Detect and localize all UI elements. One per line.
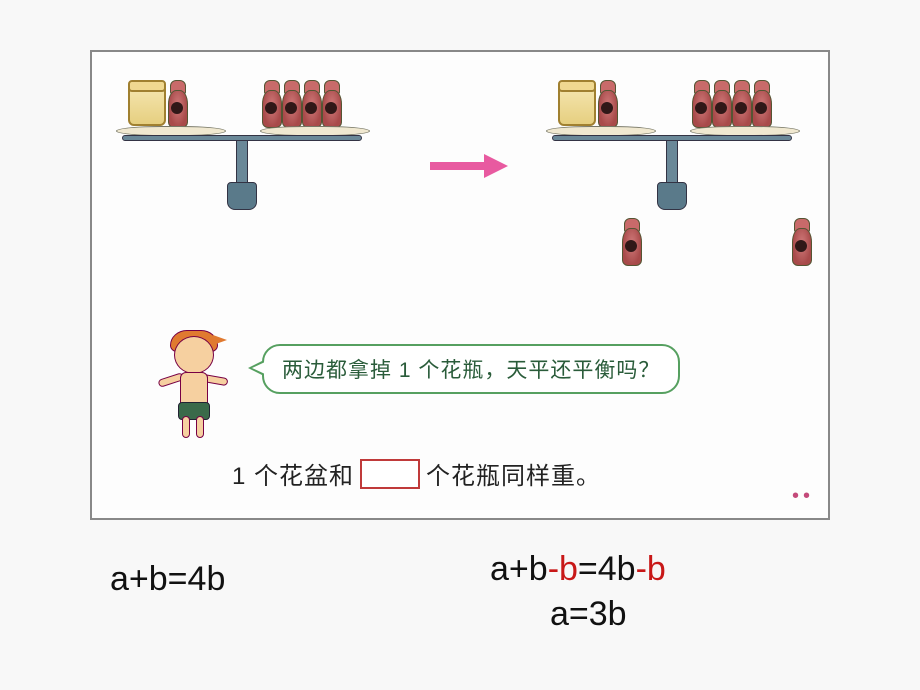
scale-base [227, 182, 257, 210]
answer-blank[interactable] [360, 459, 420, 489]
arrow-icon [430, 157, 510, 175]
scale-base [657, 182, 687, 210]
vase-icon [262, 80, 280, 126]
balance-scale-after [542, 62, 802, 212]
vase-icon [598, 80, 616, 126]
vase-icon [712, 80, 730, 126]
flowerpot-icon [128, 84, 166, 126]
page-dots: •• [792, 485, 814, 508]
illustration-panel: 两边都拿掉 1 个花瓶，天平还平衡吗？ 1 个花盆和 个花瓶同样重。 •• [90, 50, 830, 520]
left-tray-items [558, 80, 616, 126]
speech-text: 两边都拿掉 1 个花瓶，天平还平衡吗？ [282, 359, 660, 382]
speech-bubble: 两边都拿掉 1 个花瓶，天平还平衡吗？ [262, 344, 680, 394]
sentence-pre: 1 个花盆和 [232, 456, 354, 491]
left-tray-items [128, 80, 186, 126]
vase-icon [752, 80, 770, 126]
fill-blank-sentence: 1 个花盆和 个花瓶同样重。 [232, 456, 601, 491]
vase-icon [732, 80, 750, 126]
removed-vase-icon [792, 218, 810, 264]
equation-right-line2: a=3b [550, 595, 627, 634]
right-tray-items [262, 80, 340, 126]
vase-icon [322, 80, 340, 126]
balance-scale-before [112, 62, 372, 212]
vase-icon [168, 80, 186, 126]
equation-right-line1: a+b-b=4b-b [490, 550, 666, 589]
vase-icon [282, 80, 300, 126]
slide: 两边都拿掉 1 个花瓶，天平还平衡吗？ 1 个花盆和 个花瓶同样重。 •• a+… [50, 30, 870, 660]
vase-icon [692, 80, 710, 126]
removed-vase-icon [622, 218, 640, 264]
scale-pillar [236, 140, 248, 184]
scale-pillar [666, 140, 678, 184]
right-tray-items [692, 80, 770, 126]
vase-icon [302, 80, 320, 126]
flowerpot-icon [558, 84, 596, 126]
cartoon-child-icon [156, 330, 236, 440]
sentence-post: 个花瓶同样重。 [426, 456, 601, 491]
equation-left: a+b=4b [110, 560, 225, 599]
